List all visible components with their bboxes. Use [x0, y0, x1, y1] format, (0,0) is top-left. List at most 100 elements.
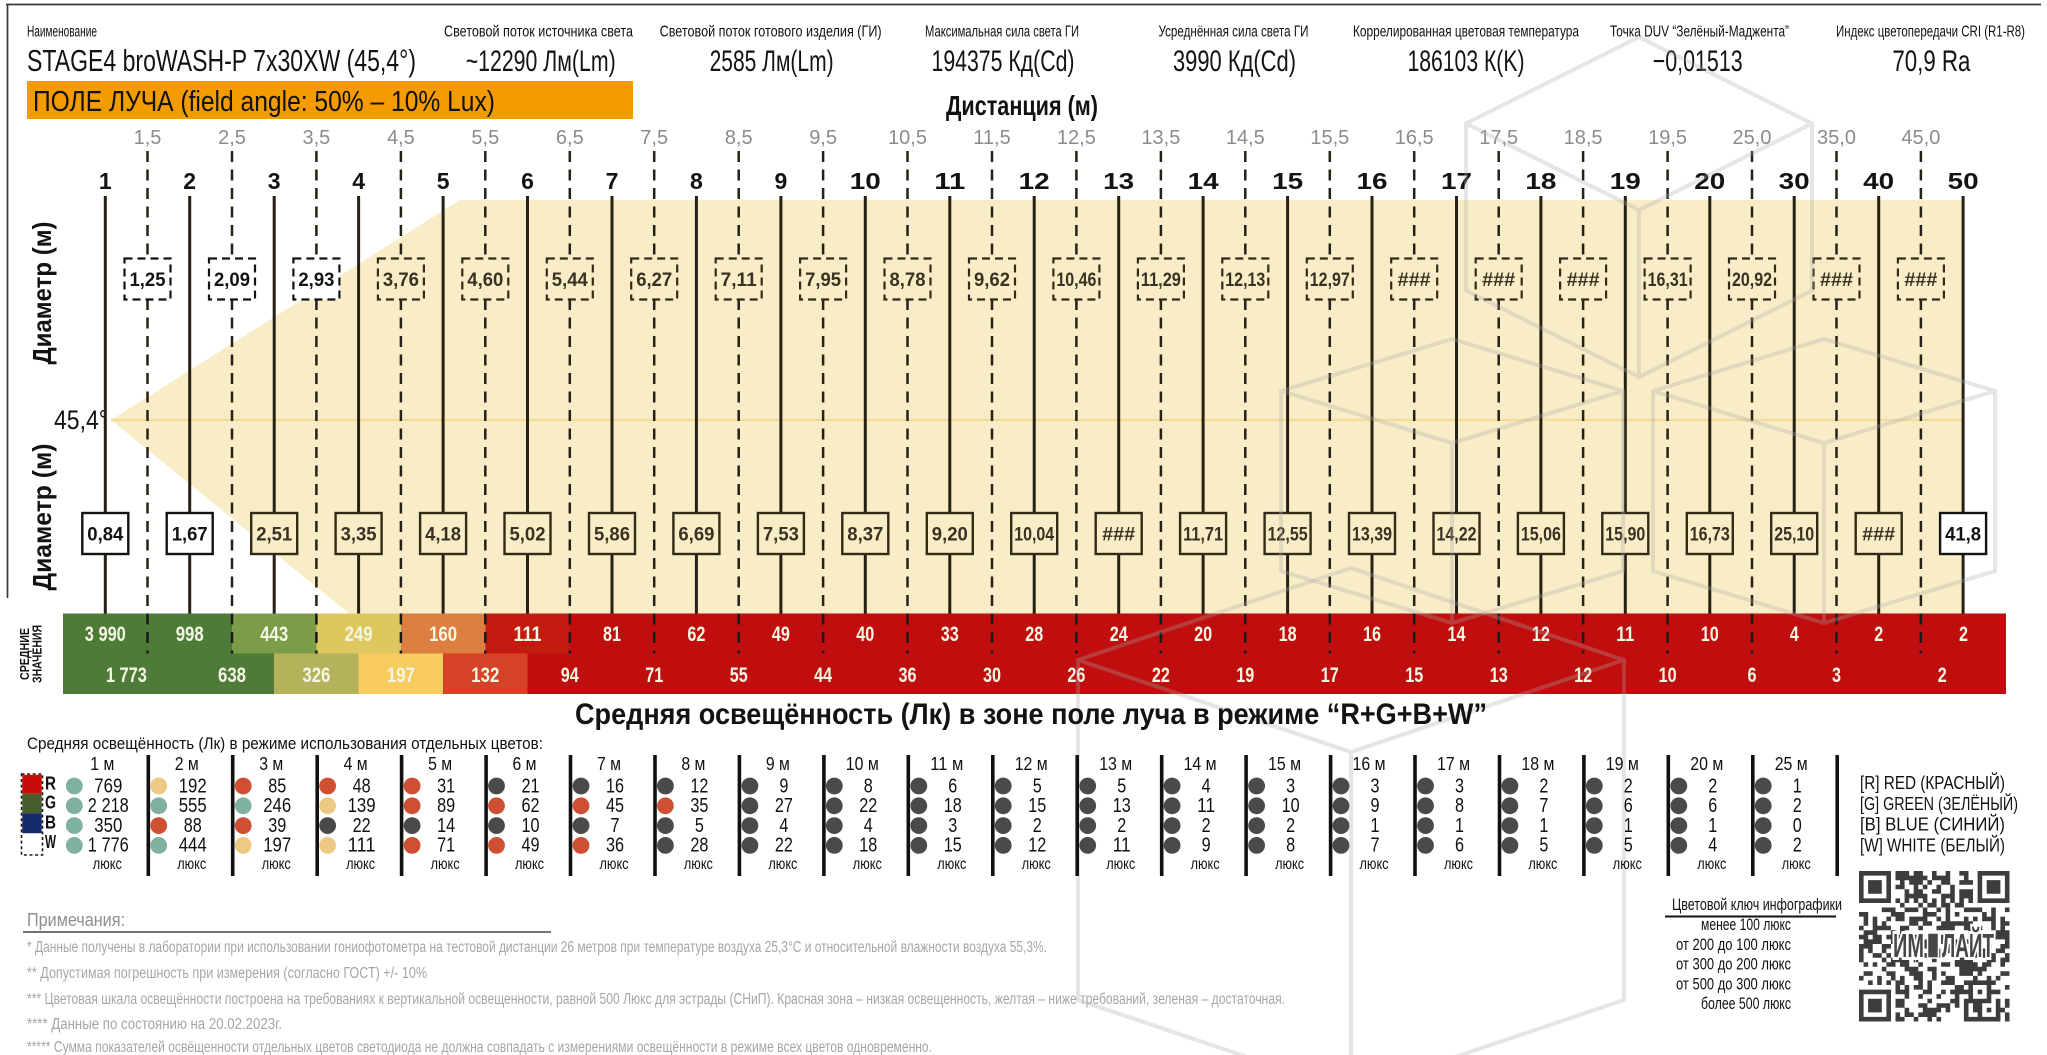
svg-text:Примечания:: Примечания:: [27, 910, 125, 930]
svg-text:7,95: 7,95: [805, 270, 841, 291]
svg-text:16,73: 16,73: [1690, 525, 1730, 546]
svg-text:40: 40: [856, 623, 874, 646]
svg-text:36: 36: [899, 664, 917, 687]
svg-text:Усреднённая сила света ГИ: Усреднённая сила света ГИ: [1159, 24, 1309, 41]
svg-text:3,5: 3,5: [302, 127, 330, 149]
svg-text:3 990: 3 990: [85, 623, 126, 646]
svg-text:36: 36: [606, 835, 624, 857]
svg-text:40: 40: [1863, 168, 1894, 194]
svg-text:111: 111: [348, 835, 376, 857]
svg-text:15,90: 15,90: [1605, 525, 1645, 546]
svg-text:555: 555: [179, 795, 207, 817]
svg-text:1 м: 1 м: [90, 753, 114, 774]
svg-text:люкс: люкс: [853, 856, 882, 873]
svg-text:6: 6: [521, 168, 534, 194]
svg-text:9,5: 9,5: [809, 127, 837, 149]
svg-text:18 м: 18 м: [1521, 753, 1554, 774]
svg-text:10,04: 10,04: [1014, 525, 1054, 546]
svg-text:249: 249: [345, 623, 373, 646]
svg-text:1: 1: [1371, 815, 1380, 837]
svg-text:12: 12: [1574, 664, 1592, 687]
svg-text:10: 10: [850, 168, 881, 194]
svg-text:11,5: 11,5: [973, 127, 1010, 149]
svg-text:1,25: 1,25: [130, 270, 166, 291]
svg-text:14,5: 14,5: [1226, 127, 1265, 149]
svg-text:7,53: 7,53: [763, 525, 799, 546]
svg-text:7: 7: [611, 815, 620, 837]
svg-text:6: 6: [1455, 835, 1464, 857]
svg-text:71: 71: [645, 664, 663, 687]
svg-text:246: 246: [263, 795, 291, 817]
svg-text:9: 9: [775, 168, 788, 194]
svg-text:41,8: 41,8: [1945, 525, 1981, 546]
svg-text:9: 9: [1371, 795, 1380, 817]
svg-text:132: 132: [471, 664, 499, 687]
svg-text:19,5: 19,5: [1648, 127, 1687, 149]
svg-text:6: 6: [1708, 795, 1717, 817]
svg-text:3: 3: [1455, 775, 1464, 797]
svg-text:70,9 Ra: 70,9 Ra: [1892, 45, 1970, 78]
svg-text:13: 13: [1103, 168, 1134, 194]
svg-text:6,69: 6,69: [678, 525, 714, 546]
svg-text:35: 35: [690, 795, 708, 817]
svg-text:12,5: 12,5: [1057, 127, 1096, 149]
svg-text:###: ###: [1482, 270, 1515, 291]
svg-text:20 м: 20 м: [1690, 753, 1723, 774]
svg-text:12,97: 12,97: [1310, 270, 1350, 291]
svg-text:4,60: 4,60: [467, 270, 503, 291]
svg-text:10: 10: [522, 815, 540, 837]
svg-text:[B] BLUE (СИНИЙ): [B] BLUE (СИНИЙ): [1860, 814, 2005, 835]
svg-text:5: 5: [437, 168, 450, 194]
svg-text:25 м: 25 м: [1775, 753, 1808, 774]
svg-text:5 м: 5 м: [428, 753, 452, 774]
svg-text:15: 15: [1028, 795, 1046, 817]
svg-text:Наименование: Наименование: [27, 24, 97, 41]
svg-text:8: 8: [1455, 795, 1464, 817]
svg-text:STAGE4 broWASH-P 7x30XW (45,4°: STAGE4 broWASH-P 7x30XW (45,4°): [27, 43, 416, 78]
svg-text:Средняя освещённость (Лк) в зо: Средняя освещённость (Лк) в зоне поле лу…: [575, 698, 1487, 731]
svg-text:45,4°: 45,4°: [54, 405, 108, 435]
svg-text:14: 14: [437, 815, 455, 837]
svg-text:~12290 Лм(Lm): ~12290 Лм(Lm): [466, 45, 616, 78]
svg-text:89: 89: [437, 795, 455, 817]
svg-text:85: 85: [268, 775, 286, 797]
svg-text:27: 27: [775, 795, 793, 817]
svg-text:1: 1: [99, 168, 112, 194]
svg-text:3 м: 3 м: [259, 753, 283, 774]
svg-text:2,51: 2,51: [256, 525, 292, 546]
svg-text:160: 160: [429, 623, 457, 646]
svg-text:17: 17: [1441, 168, 1472, 194]
svg-text:2: 2: [1033, 815, 1042, 837]
svg-text:4,5: 4,5: [387, 127, 415, 149]
svg-text:15: 15: [1405, 664, 1423, 687]
svg-text:14: 14: [1188, 168, 1219, 194]
svg-text:192: 192: [179, 775, 207, 797]
svg-text:2: 2: [1959, 623, 1968, 646]
svg-text:люкс: люкс: [684, 856, 713, 873]
svg-text:5,02: 5,02: [510, 525, 546, 546]
svg-text:люкс: люкс: [1444, 856, 1473, 873]
svg-text:8,78: 8,78: [890, 270, 926, 291]
svg-text:W: W: [45, 832, 56, 852]
svg-text:350: 350: [94, 815, 122, 837]
svg-text:3,76: 3,76: [383, 270, 419, 291]
svg-text:4: 4: [1202, 775, 1211, 797]
svg-text:2: 2: [1874, 623, 1883, 646]
svg-text:30: 30: [1779, 168, 1810, 194]
svg-text:1,5: 1,5: [134, 127, 162, 149]
svg-text:998: 998: [176, 623, 204, 646]
svg-text:49: 49: [772, 623, 790, 646]
svg-text:2 м: 2 м: [175, 753, 199, 774]
svg-text:197: 197: [263, 835, 291, 857]
svg-text:13: 13: [1490, 664, 1508, 687]
svg-text:6 м: 6 м: [513, 753, 537, 774]
svg-text:R: R: [45, 774, 56, 794]
svg-text:7,5: 7,5: [640, 127, 668, 149]
svg-text:люкс: люкс: [1191, 856, 1220, 873]
svg-text:0,84: 0,84: [87, 525, 123, 546]
svg-text:18,5: 18,5: [1564, 127, 1603, 149]
svg-text:6,5: 6,5: [556, 127, 584, 149]
svg-text:8,5: 8,5: [725, 127, 753, 149]
svg-text:24: 24: [1110, 623, 1128, 646]
svg-text:люкс: люкс: [346, 856, 375, 873]
